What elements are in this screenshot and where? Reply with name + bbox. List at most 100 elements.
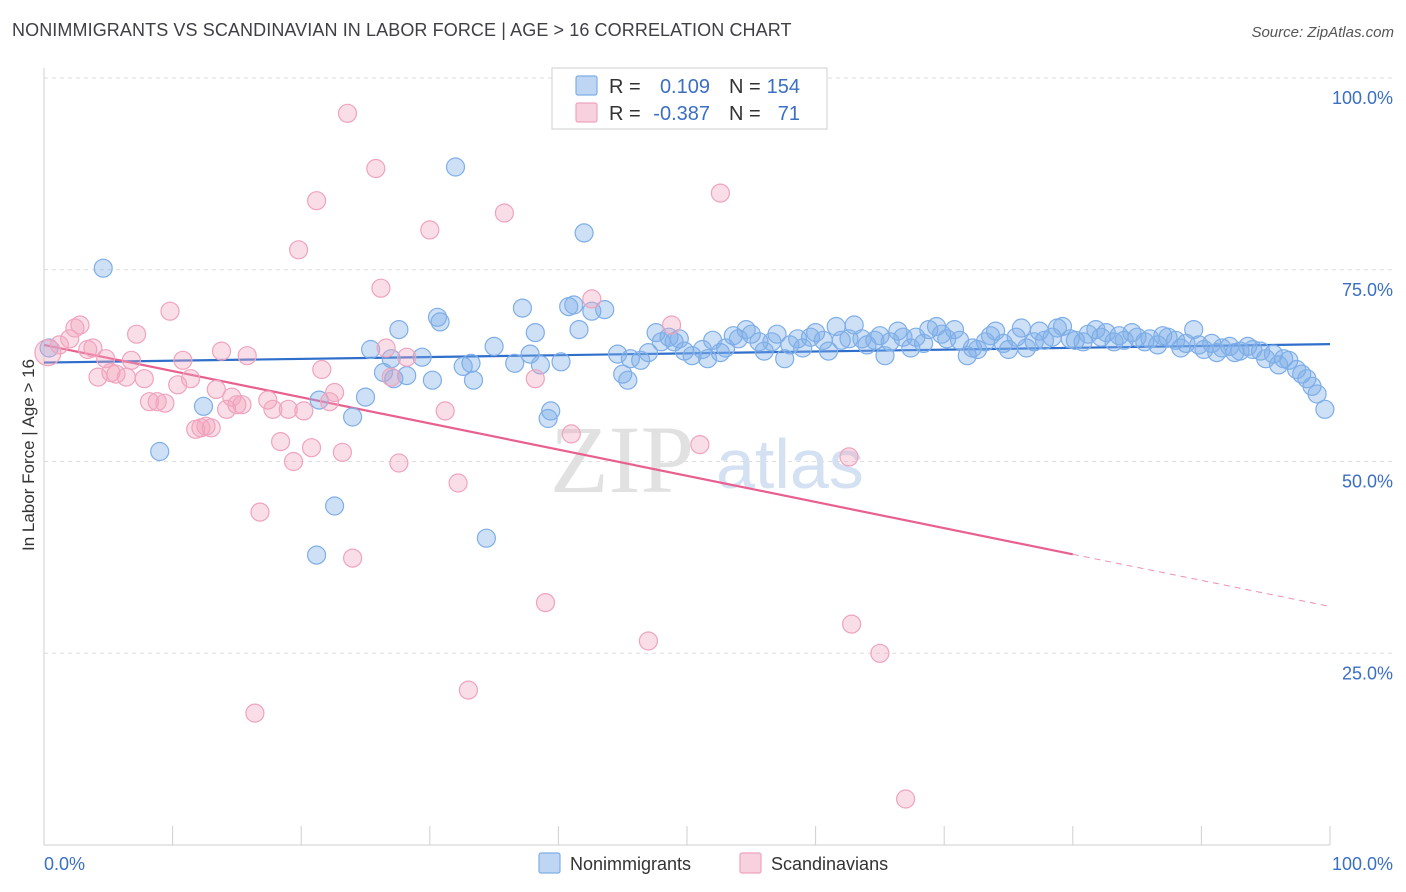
point-nonimmigrants	[307, 545, 327, 565]
point-scandinavians	[278, 399, 298, 419]
point-nonimmigrants	[361, 339, 381, 360]
point-nonimmigrants	[551, 352, 571, 372]
point-nonimmigrants	[638, 343, 659, 363]
point-scandinavians	[232, 395, 252, 415]
point-nonimmigrants	[564, 295, 584, 315]
point-scandinavians	[250, 502, 270, 522]
point-nonimmigrants	[595, 300, 615, 320]
point-nonimmigrants	[1158, 327, 1178, 347]
legend-label-nonimmigrants: Nonimmigrants	[570, 854, 691, 874]
point-nonimmigrants	[538, 408, 558, 429]
point-nonimmigrants	[767, 324, 787, 344]
point-scandinavians	[535, 592, 556, 613]
point-scandinavians	[173, 350, 193, 370]
stats-swatch-scandinavians	[575, 102, 598, 123]
stats-box: R = 0.109 N = 154 R = -0.387 N = 71	[551, 67, 828, 130]
point-scandinavians	[337, 103, 358, 123]
point-scandinavians	[60, 329, 80, 349]
point-scandinavians	[34, 339, 62, 367]
point-nonimmigrants	[422, 370, 442, 390]
stats-r-label-nonimmigrants: R =	[609, 76, 641, 98]
point-scandinavians	[343, 548, 363, 568]
point-scandinavians	[307, 191, 327, 211]
point-nonimmigrants	[901, 338, 921, 358]
x-tick-label: 100.0%	[1332, 854, 1393, 874]
point-nonimmigrants	[967, 339, 988, 360]
stats-n-value-nonimmigrants: 154	[767, 76, 800, 98]
trend-line-scandinavians	[43, 343, 1074, 556]
point-scandinavians	[160, 301, 180, 321]
point-scandinavians	[121, 350, 141, 370]
point-nonimmigrants	[1024, 332, 1044, 352]
data-points	[34, 103, 1335, 809]
point-scandinavians	[294, 401, 314, 421]
stats-r-value-nonimmigrants: 0.109	[660, 76, 710, 98]
y-tick-label: 25.0%	[1342, 663, 1393, 683]
point-scandinavians	[283, 451, 304, 472]
point-nonimmigrants	[818, 341, 839, 361]
point-nonimmigrants	[389, 320, 409, 340]
point-nonimmigrants	[445, 157, 466, 177]
point-scandinavians	[227, 395, 247, 415]
point-scandinavians	[366, 158, 386, 179]
y-tick-label: 50.0%	[1342, 472, 1393, 492]
watermark-zip: ZIP	[550, 406, 694, 513]
point-nonimmigrants	[613, 364, 633, 384]
point-nonimmigrants	[1243, 339, 1263, 360]
point-nonimmigrants	[93, 258, 113, 278]
point-scandinavians	[458, 680, 478, 700]
point-nonimmigrants	[682, 346, 702, 366]
point-nonimmigrants	[1268, 355, 1289, 375]
point-nonimmigrants	[505, 353, 525, 373]
point-nonimmigrants	[1307, 384, 1327, 404]
point-nonimmigrants	[463, 370, 484, 390]
point-scandinavians	[420, 220, 440, 240]
point-scandinavians	[397, 347, 417, 367]
watermark-atlas: atlas	[716, 425, 864, 503]
point-nonimmigrants	[741, 324, 761, 344]
point-scandinavians	[661, 315, 682, 335]
legend-swatch-nonimmigrants	[538, 852, 561, 874]
stats-n-value-scandinavians: 71	[778, 103, 800, 125]
point-nonimmigrants	[355, 387, 376, 407]
point-nonimmigrants	[484, 336, 504, 356]
point-nonimmigrants	[461, 353, 481, 373]
point-scandinavians	[325, 382, 345, 403]
point-nonimmigrants	[150, 441, 170, 462]
point-nonimmigrants	[1315, 399, 1335, 419]
grid-lines	[44, 77, 1394, 654]
point-scandinavians	[271, 432, 291, 452]
point-scandinavians	[263, 399, 283, 419]
source-label: Source: ZipAtlas.com	[1251, 24, 1394, 41]
point-scandinavians	[155, 393, 175, 413]
point-scandinavians	[582, 289, 602, 309]
point-nonimmigrants	[631, 350, 651, 370]
point-nonimmigrants	[1184, 320, 1204, 340]
point-scandinavians	[839, 447, 859, 467]
point-scandinavians	[870, 643, 890, 663]
point-nonimmigrants	[1034, 330, 1055, 350]
point-nonimmigrants	[1148, 335, 1168, 355]
point-nonimmigrants	[1011, 318, 1032, 338]
point-nonimmigrants	[831, 330, 851, 350]
point-scandinavians	[201, 418, 221, 438]
y-tick-labels: 25.0% 50.0% 75.0% 100.0%	[1332, 88, 1393, 683]
point-scandinavians	[83, 338, 103, 358]
point-scandinavians	[381, 367, 401, 387]
point-scandinavians	[217, 399, 237, 419]
y-tick-label: 100.0%	[1332, 88, 1393, 108]
point-scandinavians	[376, 338, 396, 358]
point-scandinavians	[289, 240, 309, 260]
point-scandinavians	[147, 392, 167, 412]
point-scandinavians	[448, 473, 468, 493]
point-scandinavians	[181, 369, 201, 389]
point-nonimmigrants	[870, 326, 890, 346]
point-nonimmigrants	[1104, 332, 1124, 352]
stats-box-frame	[551, 67, 828, 130]
trend-line-scandinavians-extension	[1072, 553, 1331, 607]
point-nonimmigrants	[412, 347, 432, 367]
point-scandinavians	[49, 335, 70, 355]
x-tick-labels: 0.0% 100.0%	[44, 854, 1393, 874]
point-scandinavians	[690, 435, 710, 455]
point-nonimmigrants	[430, 312, 450, 332]
